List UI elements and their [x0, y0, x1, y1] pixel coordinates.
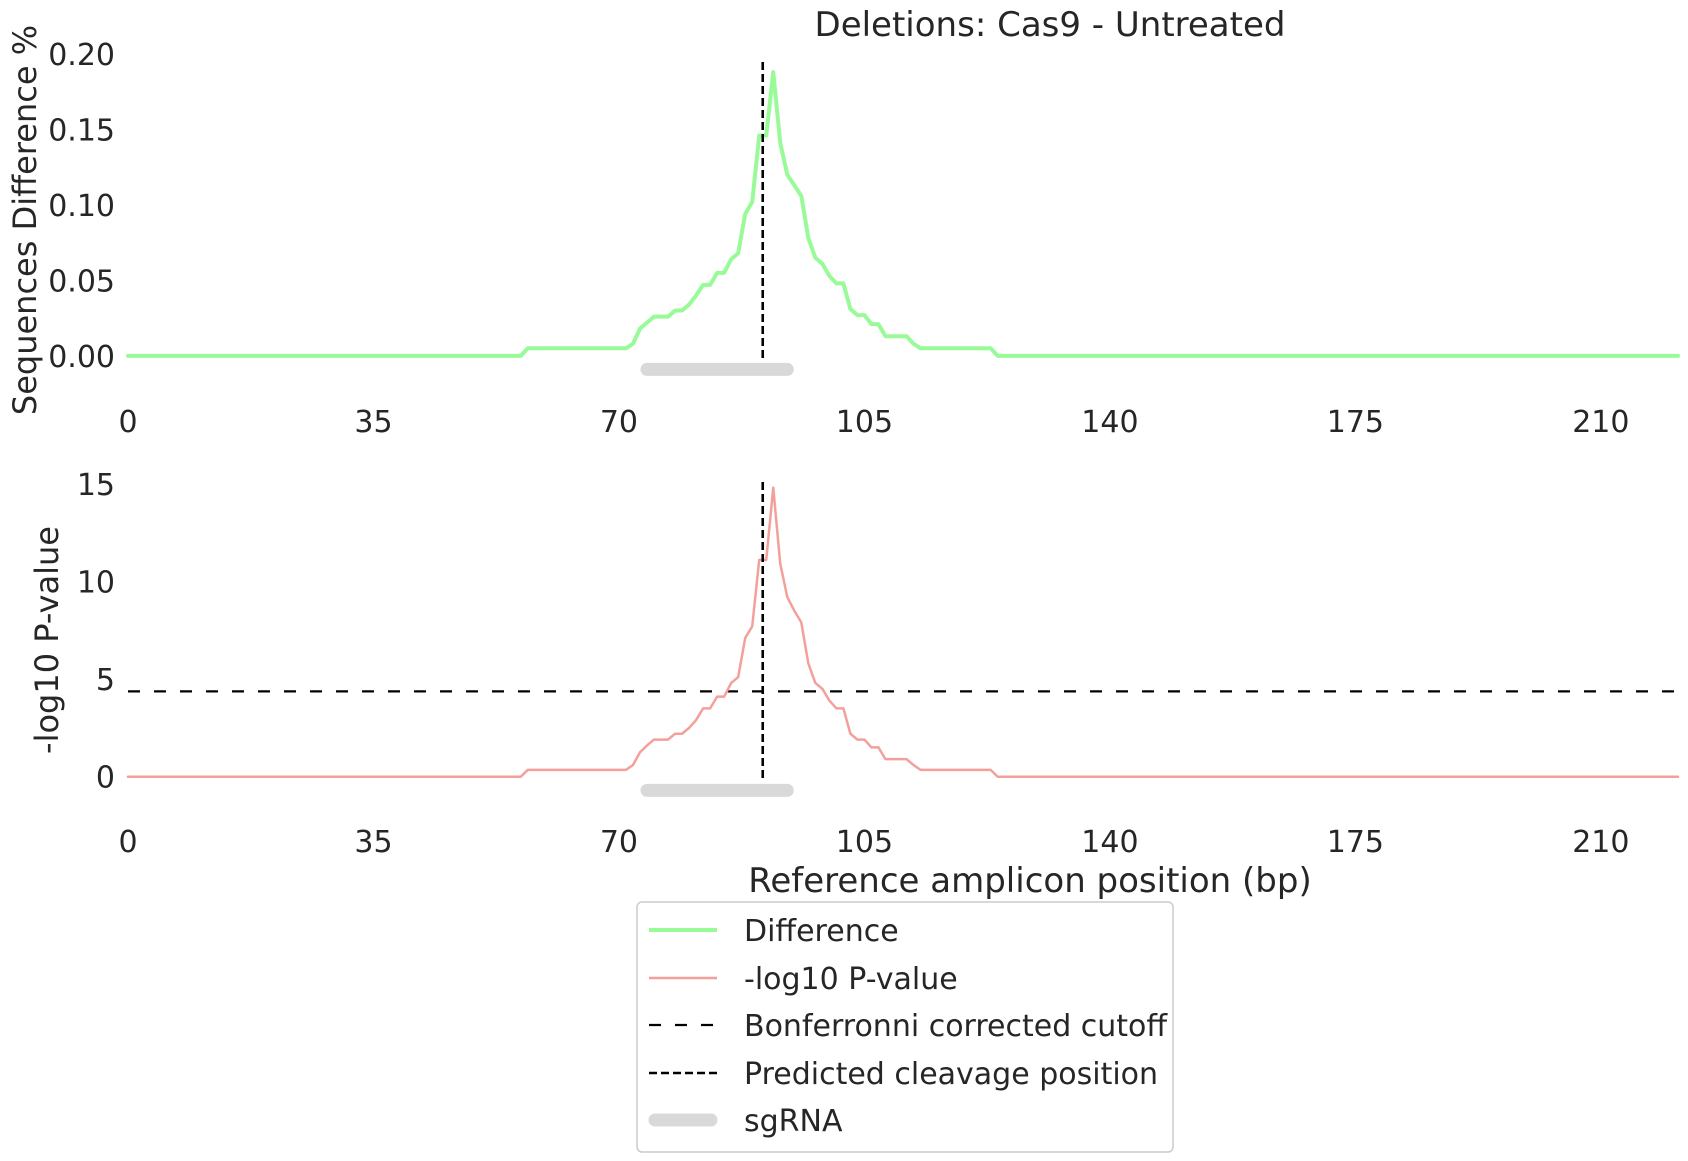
legend-entry: sgRNA: [648, 1104, 843, 1139]
x-tick-label: 105: [836, 825, 893, 860]
x-tick-label: 0: [118, 825, 137, 860]
legend-entry: -log10 P-value: [649, 962, 958, 997]
legend: Difference -log10 P-value Bonferronni corr…: [636, 901, 1174, 1153]
legend-entry: Predicted cleavage position: [649, 1057, 1158, 1092]
y-tick-label: 0.20: [48, 38, 115, 73]
y-axis-label: -log10 P-value: [28, 526, 66, 754]
legend-label: -log10 P-value: [744, 962, 958, 997]
y-tick-label: 10: [77, 565, 115, 600]
x-tick-label: 70: [600, 825, 638, 860]
y-tick-label: 0: [96, 761, 115, 796]
difference-panel: 0.00 0.05 0.10 0.15 0.20 0 35 70 105 140 175 210 Seq…: [6, 25, 1680, 440]
x-tick-label: 35: [354, 825, 392, 860]
y-tick-label: 0.15: [48, 113, 115, 148]
legend-entry: Difference: [649, 914, 899, 949]
x-tick-label: 175: [1327, 405, 1384, 440]
legend-frame: [636, 901, 1174, 1153]
x-tick-label: 35: [354, 405, 392, 440]
x-axis-label: Reference amplicon position (bp): [748, 861, 1311, 901]
x-tick-label: 210: [1572, 405, 1629, 440]
y-axis-label: Sequences Difference %: [6, 25, 44, 415]
x-tick-label: 140: [1081, 405, 1138, 440]
x-tick-label: 210: [1572, 825, 1629, 860]
y-tick-label: 0.05: [48, 264, 115, 299]
difference-series-line: [126, 70, 1680, 358]
x-tick-label: 105: [836, 405, 893, 440]
x-tick-label: 175: [1327, 825, 1384, 860]
chart-title: Deletions: Cas9 - Untreated: [815, 5, 1286, 45]
x-tick-label: 0: [118, 405, 137, 440]
y-tick-label: 5: [96, 663, 115, 698]
x-tick-label: 70: [600, 405, 638, 440]
x-tick-label: 140: [1081, 825, 1138, 860]
legend-label: Difference: [744, 914, 899, 949]
y-tick-label: 0.00: [48, 340, 115, 375]
legend-label: Bonferronni corrected cutoff: [744, 1009, 1168, 1044]
legend-label: sgRNA: [744, 1104, 843, 1139]
pvalue-panel: 0 5 10 15 0 35 70 105 140 175 210 -log10 P-value Ref…: [28, 468, 1680, 901]
y-tick-label: 0.10: [48, 189, 115, 224]
legend-label: Predicted cleavage position: [744, 1057, 1158, 1092]
y-tick-label: 15: [77, 468, 115, 503]
legend-entry: Bonferronni corrected cutoff: [649, 1009, 1168, 1044]
pvalue-series-line: [126, 486, 1680, 778]
